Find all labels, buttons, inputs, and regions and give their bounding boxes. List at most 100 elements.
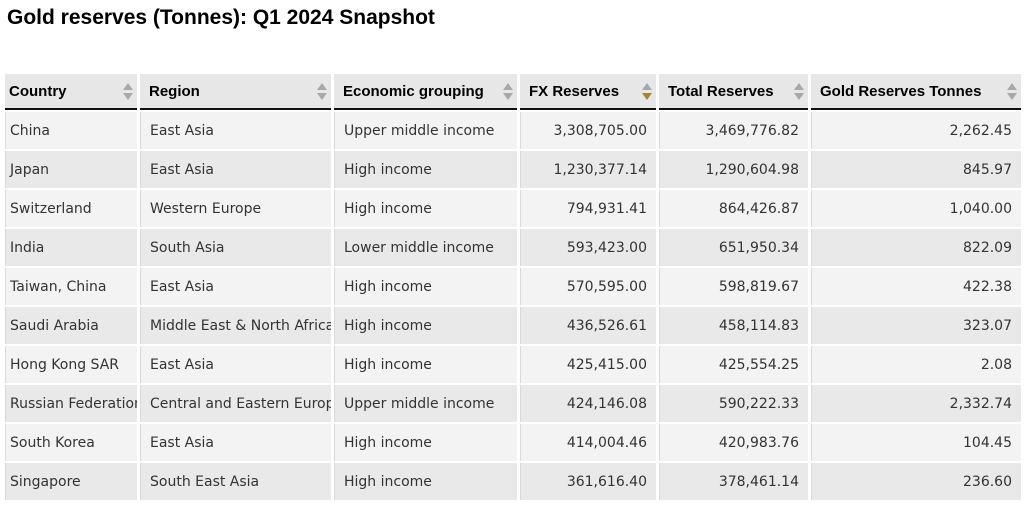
cell-gold-reserves-tonnes: 2.08 bbox=[811, 346, 1021, 383]
column-header-economic-grouping[interactable]: Economic grouping bbox=[334, 74, 517, 110]
cell-gold-reserves-tonnes: 323.07 bbox=[811, 307, 1021, 344]
cell-total-reserves: 1,290,604.98 bbox=[659, 151, 808, 188]
sort-asc-icon bbox=[1007, 82, 1017, 90]
cell-total-reserves: 590,222.33 bbox=[659, 385, 808, 422]
cell-gold-reserves-tonnes: 422.38 bbox=[811, 268, 1021, 305]
cell-fx-reserves: 1,230,377.14 bbox=[520, 151, 656, 188]
cell-total-reserves: 3,469,776.82 bbox=[659, 112, 808, 149]
table-row: Taiwan, China East Asia High income 570,595… bbox=[5, 268, 1021, 305]
column-header-fx-reserves[interactable]: FX Reserves bbox=[520, 74, 656, 110]
cell-total-reserves: 598,819.67 bbox=[659, 268, 808, 305]
sort-indicator bbox=[317, 82, 327, 100]
cell-fx-reserves: 424,146.08 bbox=[520, 385, 656, 422]
cell-gold-reserves-tonnes: 2,332.74 bbox=[811, 385, 1021, 422]
cell-region: East Asia bbox=[140, 151, 331, 188]
cell-gold-reserves-tonnes: 822.09 bbox=[811, 229, 1021, 266]
cell-fx-reserves: 593,423.00 bbox=[520, 229, 656, 266]
cell-gold-reserves-tonnes: 2,262.45 bbox=[811, 112, 1021, 149]
table-row: Switzerland Western Europe High income 794,… bbox=[5, 190, 1021, 227]
cell-gold-reserves-tonnes: 104.45 bbox=[811, 424, 1021, 461]
sort-desc-icon bbox=[794, 92, 804, 100]
sort-desc-icon bbox=[317, 92, 327, 100]
cell-region: Middle East & North Africa bbox=[140, 307, 331, 344]
cell-economic-grouping: High income bbox=[334, 463, 517, 500]
cell-economic-grouping: High income bbox=[334, 424, 517, 461]
cell-region: Central and Eastern Europe bbox=[140, 385, 331, 422]
column-header-label: Country bbox=[9, 82, 67, 100]
cell-fx-reserves: 361,616.40 bbox=[520, 463, 656, 500]
table-body: China East Asia Upper middle income 3,308,7… bbox=[5, 112, 1021, 500]
cell-economic-grouping: High income bbox=[334, 268, 517, 305]
cell-gold-reserves-tonnes: 1,040.00 bbox=[811, 190, 1021, 227]
cell-gold-reserves-tonnes: 845.97 bbox=[811, 151, 1021, 188]
cell-economic-grouping: High income bbox=[334, 151, 517, 188]
sort-asc-icon bbox=[123, 82, 133, 90]
sort-desc-icon bbox=[123, 92, 133, 100]
table-row: Singapore South East Asia High income 361,6… bbox=[5, 463, 1021, 500]
cell-region: South Asia bbox=[140, 229, 331, 266]
cell-region: South East Asia bbox=[140, 463, 331, 500]
sort-asc-icon bbox=[317, 82, 327, 90]
table-row: India South Asia Lower middle income 593,42… bbox=[5, 229, 1021, 266]
table-header-row: Country Region Economic grouping FX Reserve… bbox=[5, 74, 1021, 110]
column-header-total-reserves[interactable]: Total Reserves bbox=[659, 74, 808, 110]
column-header-label: Total Reserves bbox=[668, 82, 774, 100]
sort-indicator bbox=[794, 82, 804, 100]
header-row: Country Region Economic grouping FX Reserve… bbox=[5, 74, 1021, 110]
table-row: Hong Kong SAR East Asia High income 425,415… bbox=[5, 346, 1021, 383]
column-header-label: Economic grouping bbox=[343, 82, 484, 100]
cell-fx-reserves: 436,526.61 bbox=[520, 307, 656, 344]
sort-indicator bbox=[1007, 82, 1017, 100]
cell-total-reserves: 864,426.87 bbox=[659, 190, 808, 227]
cell-country: Saudi Arabia bbox=[5, 307, 137, 344]
cell-country: Russian Federation bbox=[5, 385, 137, 422]
cell-region: East Asia bbox=[140, 268, 331, 305]
sort-indicator bbox=[642, 82, 652, 100]
cell-total-reserves: 420,983.76 bbox=[659, 424, 808, 461]
sort-indicator bbox=[123, 82, 133, 100]
cell-economic-grouping: High income bbox=[334, 346, 517, 383]
cell-fx-reserves: 3,308,705.00 bbox=[520, 112, 656, 149]
cell-region: East Asia bbox=[140, 346, 331, 383]
sort-asc-icon bbox=[794, 82, 804, 90]
cell-economic-grouping: Upper middle income bbox=[334, 385, 517, 422]
cell-total-reserves: 425,554.25 bbox=[659, 346, 808, 383]
column-header-country[interactable]: Country bbox=[5, 74, 137, 110]
cell-country: Switzerland bbox=[5, 190, 137, 227]
cell-region: East Asia bbox=[140, 112, 331, 149]
table-row: Saudi Arabia Middle East & North Africa Hi… bbox=[5, 307, 1021, 344]
table-row: China East Asia Upper middle income 3,308,7… bbox=[5, 112, 1021, 149]
table-row: Russian Federation Central and Eastern Eu… bbox=[5, 385, 1021, 422]
table-row: Japan East Asia High income 1,230,377.14 1,2… bbox=[5, 151, 1021, 188]
cell-fx-reserves: 425,415.00 bbox=[520, 346, 656, 383]
column-header-gold-reserves-tonnes[interactable]: Gold Reserves Tonnes bbox=[811, 74, 1021, 110]
column-header-label: FX Reserves bbox=[529, 82, 620, 100]
cell-country: Singapore bbox=[5, 463, 137, 500]
cell-economic-grouping: Upper middle income bbox=[334, 112, 517, 149]
table-row: South Korea East Asia High income 414,004.4… bbox=[5, 424, 1021, 461]
cell-country: South Korea bbox=[5, 424, 137, 461]
sort-desc-icon bbox=[642, 92, 652, 100]
cell-country: Taiwan, China bbox=[5, 268, 137, 305]
sort-indicator bbox=[503, 82, 513, 100]
cell-total-reserves: 378,461.14 bbox=[659, 463, 808, 500]
gold-reserves-table: Country Region Economic grouping FX Reserve… bbox=[2, 72, 1024, 502]
cell-region: Western Europe bbox=[140, 190, 331, 227]
sort-desc-icon bbox=[1007, 92, 1017, 100]
cell-fx-reserves: 570,595.00 bbox=[520, 268, 656, 305]
sort-asc-icon bbox=[642, 82, 652, 90]
cell-fx-reserves: 794,931.41 bbox=[520, 190, 656, 227]
cell-economic-grouping: High income bbox=[334, 307, 517, 344]
sort-asc-icon bbox=[503, 82, 513, 90]
cell-region: East Asia bbox=[140, 424, 331, 461]
cell-country: Japan bbox=[5, 151, 137, 188]
cell-economic-grouping: High income bbox=[334, 190, 517, 227]
column-header-label: Region bbox=[149, 82, 200, 100]
column-header-label: Gold Reserves Tonnes bbox=[820, 82, 982, 100]
cell-total-reserves: 651,950.34 bbox=[659, 229, 808, 266]
cell-economic-grouping: Lower middle income bbox=[334, 229, 517, 266]
cell-fx-reserves: 414,004.46 bbox=[520, 424, 656, 461]
page-title: Gold reserves (Tonnes): Q1 2024 Snapshot bbox=[7, 6, 435, 29]
column-header-region[interactable]: Region bbox=[140, 74, 331, 110]
cell-country: China bbox=[5, 112, 137, 149]
